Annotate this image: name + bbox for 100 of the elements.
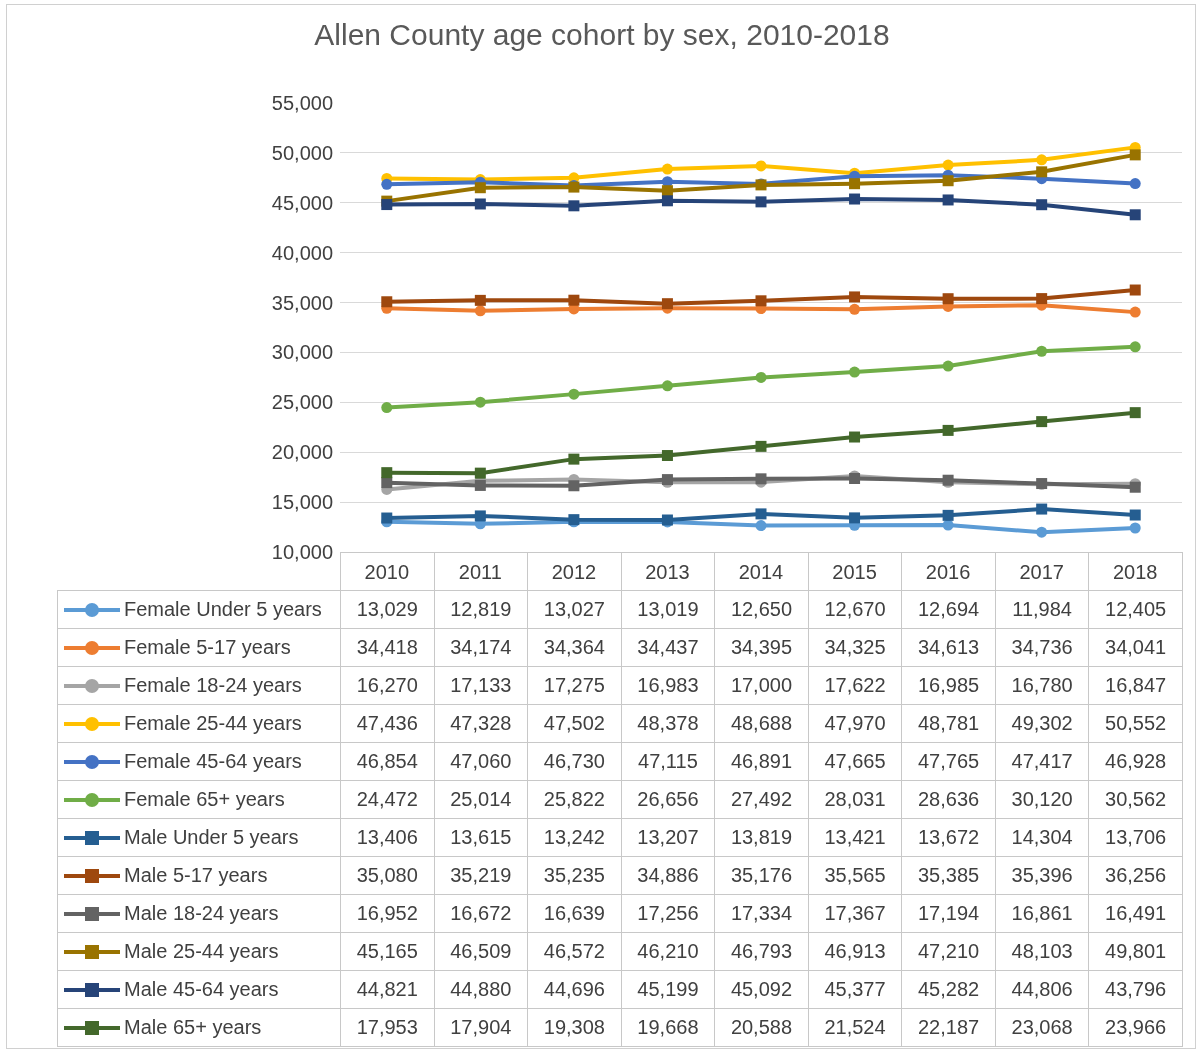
data-label: 45,282 — [901, 970, 996, 1009]
point — [755, 160, 767, 172]
data-label: 44,696 — [527, 970, 622, 1009]
data-label: 17,275 — [527, 666, 622, 705]
data-label: 35,396 — [995, 856, 1089, 895]
data-label: 16,861 — [995, 894, 1089, 933]
y-tick-label: 30,000 — [271, 341, 333, 364]
data-label: 13,029 — [340, 590, 435, 629]
y-tick-label: 50,000 — [271, 141, 333, 164]
point — [1129, 178, 1141, 190]
data-label: 34,174 — [434, 628, 528, 667]
point — [661, 195, 673, 207]
data-label: 16,780 — [995, 666, 1089, 705]
data-label: 16,985 — [901, 666, 996, 705]
data-label: 17,904 — [434, 1008, 528, 1047]
data-label: 49,801 — [1088, 932, 1183, 971]
data-label: 16,952 — [340, 894, 435, 933]
point — [942, 194, 954, 206]
point — [755, 508, 767, 520]
data-label: 47,210 — [901, 932, 996, 971]
data-label: 48,781 — [901, 704, 996, 743]
data-label: 30,120 — [995, 780, 1089, 819]
point — [568, 453, 580, 465]
data-label: 34,325 — [808, 628, 902, 667]
point — [1129, 306, 1141, 318]
point — [474, 198, 486, 210]
point — [1036, 345, 1048, 357]
point — [849, 193, 861, 205]
legend-label: Female 18-24 years — [124, 674, 302, 697]
data-label: 47,665 — [808, 742, 902, 781]
data-label: 45,377 — [808, 970, 902, 1009]
x-tick-label: 2018 — [1112, 561, 1158, 583]
data-label: 35,176 — [714, 856, 809, 895]
data-label: 46,793 — [714, 932, 809, 971]
x-tick-label: 2011 — [458, 561, 502, 583]
data-label: 13,819 — [714, 818, 809, 857]
data-label: 46,572 — [527, 932, 622, 971]
y-tick-label: 15,000 — [271, 491, 333, 514]
data-label: 12,819 — [434, 590, 528, 629]
point — [381, 199, 393, 211]
point — [755, 520, 767, 532]
y-tick-label: 20,000 — [271, 441, 333, 464]
data-label: 22,187 — [901, 1008, 996, 1047]
data-label: 16,491 — [1088, 894, 1183, 933]
point — [1036, 199, 1048, 211]
point — [1036, 166, 1048, 178]
data-label: 34,418 — [340, 628, 435, 667]
data-label: 35,235 — [527, 856, 622, 895]
point — [474, 182, 486, 194]
point — [474, 305, 486, 317]
point — [1129, 149, 1141, 161]
data-label: 13,706 — [1088, 818, 1183, 857]
x-tick-label: 2016 — [925, 561, 971, 583]
data-label: 36,256 — [1088, 856, 1183, 895]
data-label: 44,821 — [340, 970, 435, 1009]
point — [661, 185, 673, 197]
legend-label: Female 45-64 years — [124, 750, 302, 773]
point — [381, 296, 393, 308]
data-label: 19,668 — [621, 1008, 715, 1047]
data-label: 35,219 — [434, 856, 528, 895]
point — [568, 294, 580, 306]
data-label: 47,115 — [621, 742, 715, 781]
data-label: 24,472 — [340, 780, 435, 819]
data-label: 47,765 — [901, 742, 996, 781]
data-label: 46,509 — [434, 932, 528, 971]
data-label: 44,806 — [995, 970, 1089, 1009]
point — [942, 360, 954, 372]
data-label: 25,014 — [434, 780, 528, 819]
data-label: 13,019 — [621, 590, 715, 629]
data-label: 43,796 — [1088, 970, 1183, 1009]
point — [755, 440, 767, 452]
data-label: 34,437 — [621, 628, 715, 667]
data-label: 34,613 — [901, 628, 996, 667]
point — [942, 293, 954, 305]
y-tick-label: 25,000 — [271, 391, 333, 414]
point — [661, 450, 673, 462]
data-label: 46,210 — [621, 932, 715, 971]
data-label: 26,656 — [621, 780, 715, 819]
point — [381, 178, 393, 190]
y-tick-label: 35,000 — [271, 291, 333, 314]
point — [661, 163, 673, 175]
data-label: 17,622 — [808, 666, 902, 705]
data-label: 45,165 — [340, 932, 435, 971]
legend-label: Female 65+ years — [124, 788, 285, 811]
point — [1129, 522, 1141, 534]
legend-label: Male 45-64 years — [124, 978, 279, 1001]
legend-label: Female 5-17 years — [124, 636, 291, 659]
data-label: 34,736 — [995, 628, 1089, 667]
data-label: 12,405 — [1088, 590, 1183, 629]
y-tick-label: 40,000 — [271, 241, 333, 264]
legend-label: Male 18-24 years — [124, 902, 279, 925]
data-label: 34,364 — [527, 628, 622, 667]
data-label: 47,970 — [808, 704, 902, 743]
legend-label: Female 25-44 years — [124, 712, 302, 735]
data-label: 45,199 — [621, 970, 715, 1009]
data-label: 34,041 — [1088, 628, 1183, 667]
point — [942, 175, 954, 187]
legend-label: Male 25-44 years — [124, 940, 279, 963]
data-label: 17,256 — [621, 894, 715, 933]
data-label: 48,378 — [621, 704, 715, 743]
